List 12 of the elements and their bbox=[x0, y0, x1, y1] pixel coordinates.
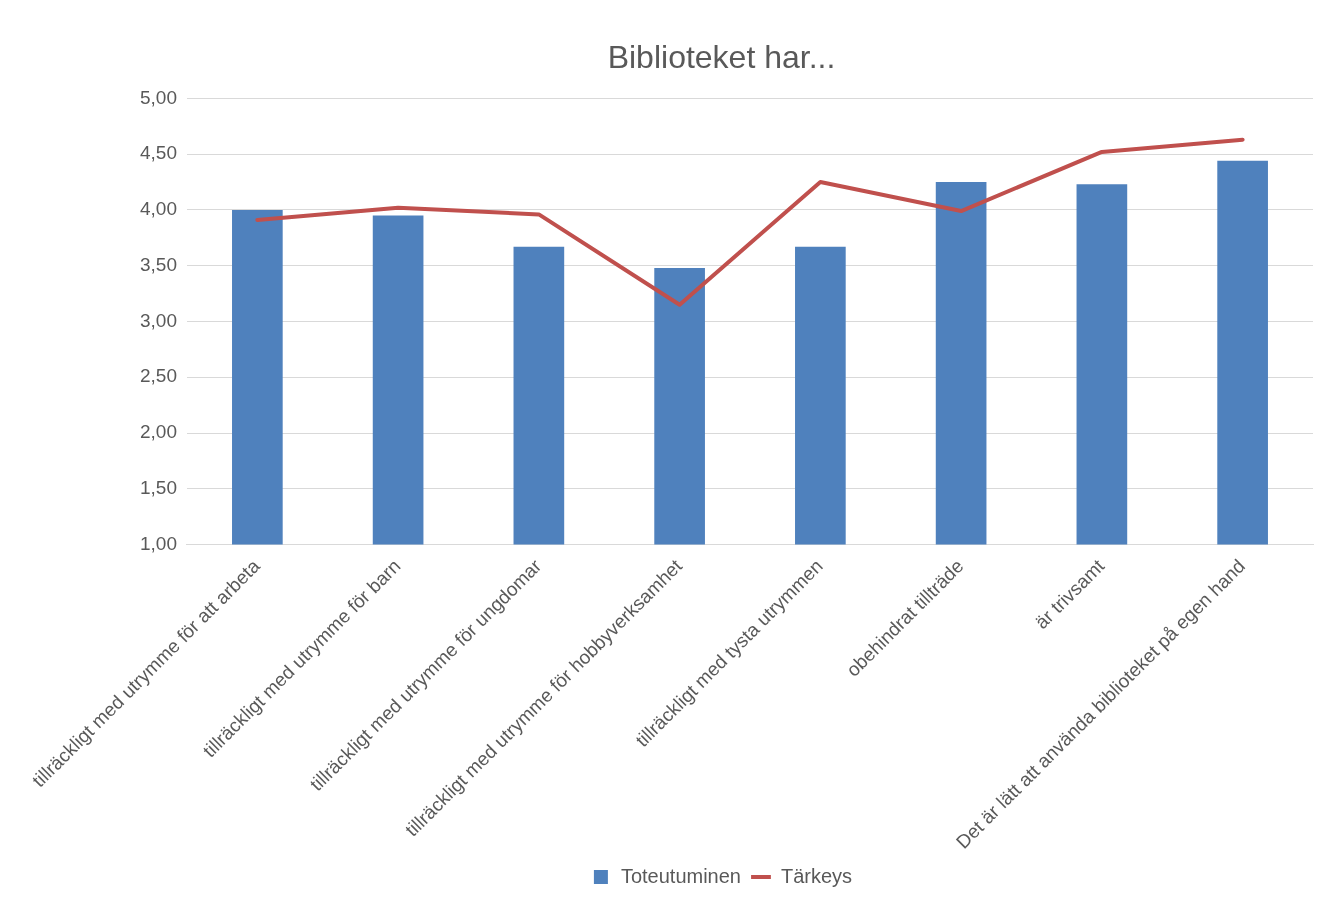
chart-title: Biblioteket har... bbox=[607, 39, 836, 76]
y-tick-label: 2,00 bbox=[140, 421, 177, 443]
y-tick-label: 4,00 bbox=[140, 198, 177, 220]
y-tick-label: 1,00 bbox=[140, 532, 177, 554]
y-tick-label: 3,00 bbox=[140, 309, 177, 331]
y-tick-label: 5,00 bbox=[140, 86, 177, 108]
y-tick-label: 4,50 bbox=[140, 142, 177, 164]
y-tick-label: 2,50 bbox=[140, 365, 177, 387]
y-tick-label: 3,50 bbox=[140, 253, 177, 275]
legend-label: Tärkeys bbox=[780, 864, 853, 887]
y-tick-label: 1,50 bbox=[140, 477, 177, 499]
legend-label: Toteutuminen bbox=[620, 864, 741, 887]
